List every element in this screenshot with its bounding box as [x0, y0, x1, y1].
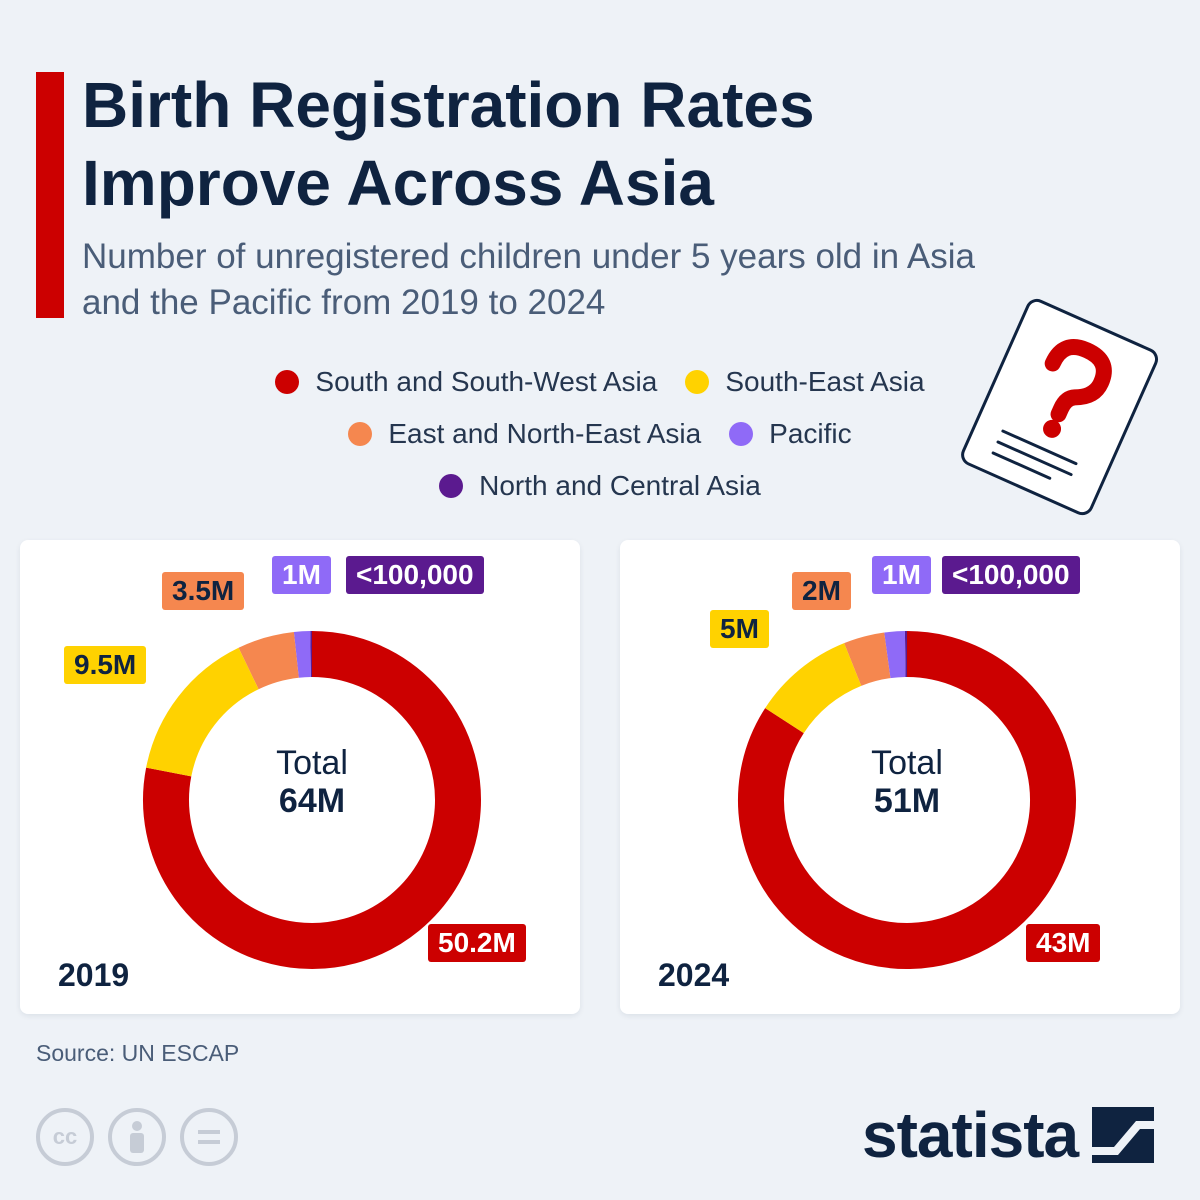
value-label-south-and-south-west-asia: 50.2M — [428, 924, 526, 962]
legend-item-pacific: Pacific — [729, 418, 852, 450]
donut-slice-south-and-south-west-asia — [738, 631, 1076, 969]
legend-dot — [729, 422, 754, 446]
value-label-pacific: 1M — [872, 556, 931, 594]
legend-dot — [685, 370, 710, 394]
chart-panel-2024: Total 51M 2024 43M 5M 2M 1M <100,000 — [620, 540, 1180, 1014]
value-label-east-and-north-east-asia: 3.5M — [162, 572, 245, 610]
source-note: Source: UN ESCAP — [36, 1040, 240, 1066]
value-label-north-and-central-asia: <100,000 — [942, 556, 1080, 594]
donut-center-label: Total 64M — [212, 744, 412, 820]
legend-label: Pacific — [769, 418, 852, 449]
total-value: 64M — [278, 782, 346, 820]
legend-item-north-and-central-asia: North and Central Asia — [439, 470, 761, 502]
value-label-south-and-south-west-asia: 43M — [1026, 924, 1101, 962]
donut-chart-2019 — [143, 631, 481, 969]
page-title: Birth Registration Rates Improve Across … — [82, 69, 815, 219]
donut-slice-south-and-south-west-asia — [143, 631, 481, 969]
page-subtitle: Number of unregistered children under 5 … — [82, 237, 975, 322]
donut-slice-south-east-asia — [146, 647, 260, 778]
legend-item-south-and-south-west-asia: South and South-West Asia — [275, 366, 657, 398]
value-label-pacific: 1M — [272, 556, 331, 594]
legend-dot — [439, 474, 464, 498]
donut-slice-pacific — [293, 631, 312, 678]
legend-label: South-East Asia — [725, 366, 925, 397]
donut-slice-south-east-asia — [765, 643, 862, 734]
total-caption: Total — [276, 744, 348, 782]
attribution-icon[interactable] — [108, 1108, 166, 1166]
creative-commons-icon[interactable]: cc — [36, 1108, 94, 1166]
legend-item-east-and-north-east-asia: East and North-East Asia — [348, 418, 701, 450]
license-icons: cc — [36, 1108, 238, 1166]
total-value: 51M — [873, 782, 941, 820]
year-label: 2024 — [658, 957, 730, 993]
year-label: 2019 — [58, 957, 130, 993]
legend-label: North and Central Asia — [479, 470, 761, 501]
donut-chart-2024 — [738, 630, 1076, 969]
legend-label: South and South-West Asia — [315, 366, 658, 397]
no-derivatives-icon[interactable] — [180, 1108, 238, 1166]
value-label-south-east-asia: 9.5M — [64, 646, 147, 684]
legend-dot — [275, 370, 300, 394]
statista-logo-icon — [1092, 1107, 1155, 1163]
value-label-south-east-asia: 5M — [710, 610, 769, 648]
donut-slice-east-and-north-east-asia — [238, 631, 300, 690]
chart-legend: South and South-West Asia South-East Asi… — [150, 366, 1050, 502]
donut-slice-east-and-north-east-asia — [844, 632, 892, 687]
title-accent-bar — [36, 72, 64, 318]
legend-dot — [348, 422, 373, 446]
chart-panel-2019: Total 64M 2019 50.2M 9.5M 3.5M 1M <100,000 — [20, 540, 580, 1014]
total-caption: Total — [871, 744, 943, 782]
brand-name: statista — [862, 1099, 1079, 1171]
donut-center-label: Total 51M — [807, 744, 1007, 820]
statista-brand[interactable]: statista — [862, 1098, 1155, 1172]
donut-slice-pacific — [884, 631, 906, 679]
question-document-icon — [961, 298, 1159, 516]
legend-item-south-east-asia: South-East Asia — [685, 366, 925, 398]
value-label-east-and-north-east-asia: 2M — [792, 572, 851, 610]
legend-label: East and North-East Asia — [388, 418, 702, 449]
value-label-north-and-central-asia: <100,000 — [346, 556, 484, 594]
